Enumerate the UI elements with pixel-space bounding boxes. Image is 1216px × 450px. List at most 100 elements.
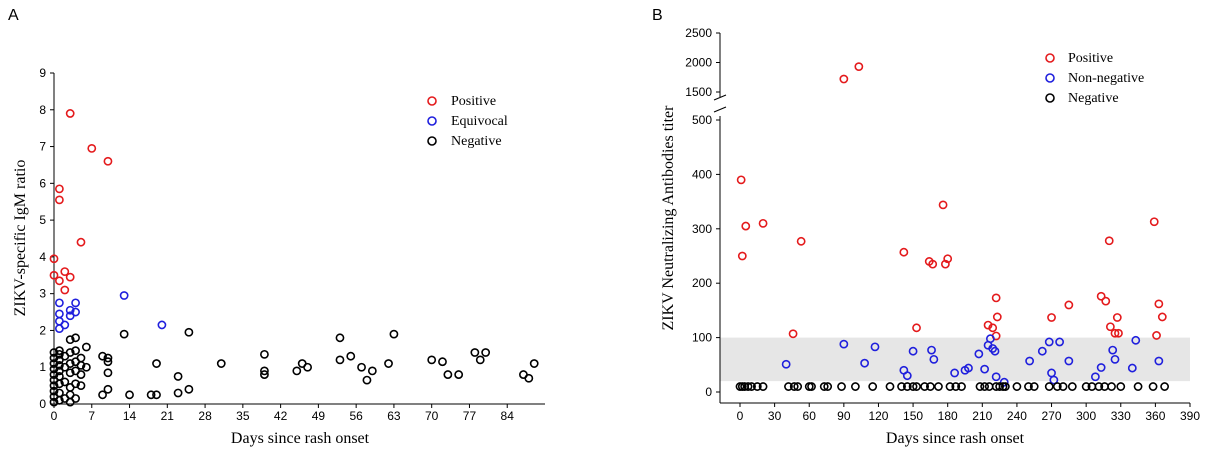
panel-b-x-tick-label: 60 <box>803 409 817 423</box>
panel-b-point-negative <box>975 382 985 391</box>
panel-a-y-tick-label: 7 <box>39 140 46 154</box>
panel-a-point-equivocal <box>60 320 70 330</box>
panel-b-point-non-negative <box>927 345 936 355</box>
panel-b-x-tick-label: 360 <box>1145 409 1165 423</box>
panel-a-point-equivocal <box>54 298 64 308</box>
panel-b-legend-marker <box>1045 93 1055 103</box>
panel-b-point-non-negative <box>1090 372 1100 382</box>
panel-a-x-tick-label: 70 <box>425 409 439 423</box>
panel-b-point-non-negative <box>1055 337 1065 347</box>
panel-b-point-negative <box>1107 382 1116 391</box>
panel-b-point-positive <box>940 259 950 269</box>
panel-b-x-tick-label: 90 <box>837 409 851 423</box>
panel-b-point-positive <box>741 221 751 231</box>
panel-b-point-non-negative <box>870 342 880 352</box>
panel-a-legend-label: Negative <box>451 134 502 149</box>
panel-b: B 0 30 60 90 120 150 180 210 240 270 300 330 360 390 … <box>652 7 1200 447</box>
panel-b-point-non-negative <box>990 346 1000 356</box>
panel-b-point-negative <box>1133 382 1143 391</box>
panel-b-point-positive <box>758 218 768 228</box>
panel-b-point-non-negative <box>1108 345 1118 355</box>
panel-b-point-negative <box>1081 382 1091 391</box>
panel-b-y-tick-label: 1500 <box>685 85 712 99</box>
panel-a-x-tick-label: 56 <box>349 409 363 423</box>
panel-a-point-negative <box>54 349 64 359</box>
panel-a-point-negative <box>335 355 345 365</box>
panel-a-point-negative <box>438 357 447 367</box>
panel-a-point-negative <box>76 370 86 379</box>
panel-b-point-positive <box>943 254 953 264</box>
panel-b-x-tick-label: 240 <box>1007 409 1027 423</box>
panel-b-point-negative <box>897 382 906 391</box>
panel-b-point-positive <box>991 293 1001 303</box>
panel-a-point-negative <box>475 355 485 365</box>
panel-a-point-negative <box>71 346 80 356</box>
panel-a-point-negative <box>71 379 80 389</box>
panel-a-point-negative <box>65 335 75 345</box>
panel-b-point-non-negative <box>1127 363 1137 373</box>
panel-b-point-non-negative <box>929 354 939 364</box>
panel-a-point-negative <box>260 349 269 359</box>
panel-b-threshold-band <box>720 337 1190 382</box>
panel-a-point-negative <box>98 390 107 400</box>
panel-a-x-tick-label: 28 <box>198 409 212 423</box>
panel-a-point-negative <box>54 388 64 398</box>
panel-a-x-tick-label: 35 <box>236 409 250 423</box>
panel-b-point-negative <box>868 382 878 391</box>
panel-a-legend: Positive Equivocal Negative <box>427 94 508 149</box>
panel-b-point-negative <box>819 382 829 391</box>
panel-b-axis-break-mark <box>713 94 727 101</box>
panel-a-point-negative <box>454 370 464 379</box>
panel-b-point-positive <box>1114 328 1123 338</box>
panel-a-point-negative <box>260 370 269 379</box>
panel-a-x-tick-label: 0 <box>51 409 58 423</box>
panel-a-x-tick-label: 14 <box>123 409 137 423</box>
panel-b-point-negative <box>902 382 912 391</box>
panel-a-point-negative <box>119 329 129 339</box>
panel-a-x-tick-label: 7 <box>88 409 95 423</box>
panel-b-legend-marker <box>1045 73 1055 83</box>
panel-b-x-tick-label: 0 <box>737 409 744 423</box>
panel-a-point-negative <box>367 366 377 376</box>
panel-b-point-positive <box>1104 236 1114 246</box>
panel-b-point-non-negative <box>985 334 995 344</box>
panel-b-point-positive <box>854 62 864 72</box>
panel-a-point-negative <box>76 353 86 363</box>
panel-a-point-negative <box>292 366 302 376</box>
panel-a-point-equivocal <box>65 305 75 315</box>
panel-b-point-non-negative <box>964 363 973 373</box>
panel-b-point-negative <box>747 382 756 391</box>
panel-b-point-positive <box>928 259 938 269</box>
panel-a-y-axis-title: ZIKV-specific IgM ratio <box>12 160 29 317</box>
panel-b-legend-label: Positive <box>1068 51 1113 66</box>
panel-b-point-negative <box>784 382 793 391</box>
panel-b-point-positive <box>1110 328 1120 338</box>
panel-a-point-negative <box>173 388 183 398</box>
panel-b-x-tick-label: 300 <box>1076 409 1096 423</box>
panel-a-point-negative <box>76 360 86 370</box>
panel-b-y-tick-label: 2000 <box>685 56 712 70</box>
panel-b-point-negative <box>1148 382 1158 391</box>
panel-b-point-negative <box>850 382 860 391</box>
panel-a-y-tick-label: 3 <box>39 287 46 301</box>
panel-a-y-tick-label: 9 <box>39 66 46 80</box>
panel-b-point-positive <box>912 323 921 333</box>
panel-a-point-positive <box>87 143 97 153</box>
panel-a-y-tick-label: 5 <box>39 213 46 227</box>
panel-a-point-negative <box>529 359 539 368</box>
panel-b-point-positive <box>1157 312 1167 322</box>
panel-a-x-tick-label: 42 <box>274 409 288 423</box>
panel-b-point-negative <box>945 382 955 391</box>
panel-b-y-tick-label: 200 <box>692 276 712 290</box>
panel-b-x-axis-title: Days since rash onset <box>886 430 1025 447</box>
panel-b-letter: B <box>652 7 663 24</box>
panel-a-point-negative <box>303 362 312 372</box>
panel-a-point-negative <box>65 359 75 368</box>
panel-b-legend-label: Non-negative <box>1068 71 1144 86</box>
panel-b-point-negative <box>934 382 943 391</box>
panel-b-point-non-negative <box>1049 375 1059 385</box>
panel-b-point-non-negative <box>860 358 870 368</box>
panel-a-point-positive <box>54 276 64 286</box>
panel-b-point-negative <box>1029 382 1039 391</box>
panel-a-y-tick-label: 6 <box>39 176 46 190</box>
